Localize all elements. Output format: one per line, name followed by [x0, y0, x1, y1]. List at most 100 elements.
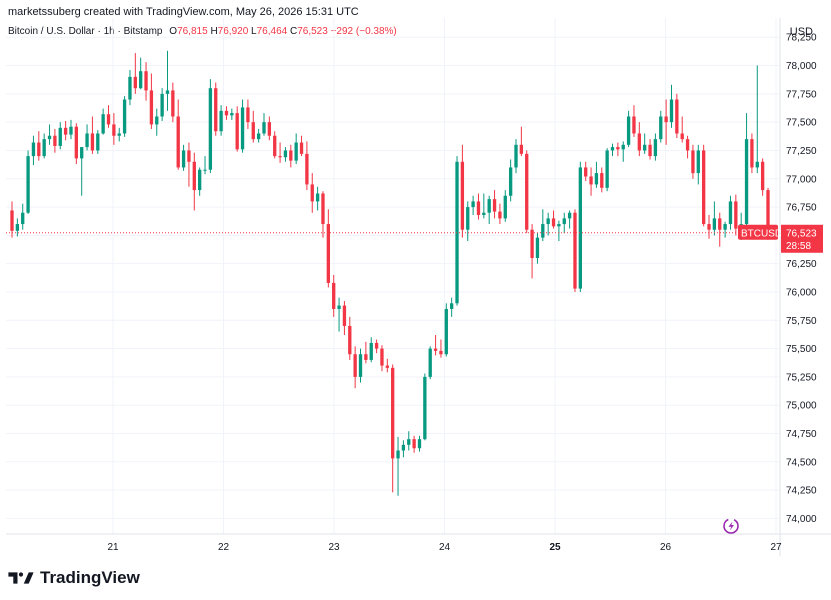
price-tick-label: 77,500: [786, 118, 817, 129]
candle-body: [326, 224, 331, 283]
candle-body: [535, 237, 540, 259]
price-tick-label: 76,000: [786, 287, 817, 298]
candle: [337, 297, 341, 332]
candle: [380, 345, 384, 372]
candle-body: [455, 161, 459, 304]
candle-body: [197, 169, 202, 191]
candle-body: [256, 133, 261, 140]
candle: [176, 99, 180, 170]
price-tick-label: 75,000: [786, 401, 817, 412]
candle: [353, 346, 357, 389]
candle-body: [487, 199, 491, 213]
candle: [401, 440, 406, 458]
candle: [701, 144, 706, 227]
candle: [273, 131, 277, 159]
candle: [508, 159, 513, 202]
candle: [712, 201, 717, 236]
change-value: −292 (−0.38%): [330, 26, 397, 37]
candle: [439, 339, 443, 358]
candle-body: [364, 354, 368, 360]
candle-body: [358, 354, 363, 377]
candle: [755, 65, 759, 174]
candle-body: [417, 439, 422, 449]
candle-body: [219, 110, 223, 132]
close-key: C: [289, 26, 298, 37]
symbol-title[interactable]: Bitcoin / U.S. Dollar · 1h · Bitstamp: [8, 26, 163, 37]
candle-body: [525, 153, 529, 230]
candle: [262, 113, 266, 136]
candle: [594, 161, 599, 188]
candle-body: [369, 342, 373, 360]
price-axis[interactable]: 78,250 78,000 77,750 77,500 77,250 77,000 76,7…: [786, 33, 817, 525]
candle: [632, 105, 636, 137]
candle: [203, 156, 207, 175]
candle-body: [10, 210, 14, 231]
candle: [391, 364, 395, 493]
candle-body: [573, 212, 577, 289]
candle-body: [112, 124, 116, 136]
candle: [31, 135, 36, 166]
candle: [235, 106, 239, 152]
last-price-value: 76,523: [786, 228, 817, 239]
candle-body: [391, 367, 395, 459]
candle: [557, 220, 561, 242]
replay-icon[interactable]: [723, 518, 739, 534]
candle-body: [514, 144, 518, 168]
candle-body: [342, 305, 347, 326]
candle: [675, 93, 679, 139]
candle: [310, 173, 314, 213]
candle-body: [53, 135, 57, 146]
price-tick-label: 74,000: [786, 514, 817, 525]
candle: [610, 143, 615, 157]
candle-body: [315, 193, 320, 202]
time-tick-label: 23: [328, 542, 340, 553]
price-tick-label: 74,250: [786, 486, 817, 497]
candle: [117, 127, 121, 142]
candle: [412, 435, 416, 453]
candle: [750, 133, 754, 174]
candle-body: [616, 147, 620, 150]
price-tick-label: 77,250: [786, 146, 817, 157]
candle-body: [407, 439, 411, 445]
candle-body: [659, 116, 663, 140]
symbol-tag: BTCUSD: [741, 228, 782, 239]
candle-body: [160, 93, 164, 117]
candle-body: [155, 116, 159, 125]
candle-body: [262, 122, 266, 134]
candle: [455, 156, 459, 306]
currency-label[interactable]: USD: [789, 26, 813, 38]
candle-body: [734, 201, 738, 229]
time-tick-label: 27: [770, 542, 782, 553]
candle: [139, 57, 143, 90]
candle-body: [766, 190, 770, 233]
candle: [616, 142, 620, 157]
candle-body: [47, 135, 52, 140]
candles: [10, 50, 770, 496]
candle-body: [80, 147, 84, 159]
candle-body: [707, 224, 711, 230]
candle: [482, 193, 486, 219]
candle-body: [96, 133, 100, 151]
candle-body: [187, 150, 191, 162]
candle: [449, 297, 454, 317]
candle: [63, 121, 68, 141]
candle: [396, 436, 400, 496]
candle-body: [696, 150, 700, 174]
price-chart[interactable]: 78,250 78,000 77,750 77,500 77,250 77,000 76,7…: [0, 0, 831, 560]
time-axis[interactable]: 21 22 23 24 25 26 27: [107, 542, 782, 553]
candle: [471, 195, 475, 215]
candle-body: [503, 195, 507, 219]
candle: [69, 119, 73, 140]
tradingview-logo[interactable]: TradingView: [8, 568, 140, 588]
candle: [53, 128, 57, 153]
candle: [423, 373, 427, 441]
candle: [707, 214, 711, 239]
candle-body: [332, 282, 336, 309]
candle: [407, 431, 411, 451]
candle-body: [492, 199, 497, 212]
candle: [369, 337, 373, 363]
candle: [224, 106, 229, 120]
candle: [728, 195, 733, 230]
candle-body: [106, 114, 111, 125]
candle: [514, 139, 518, 174]
